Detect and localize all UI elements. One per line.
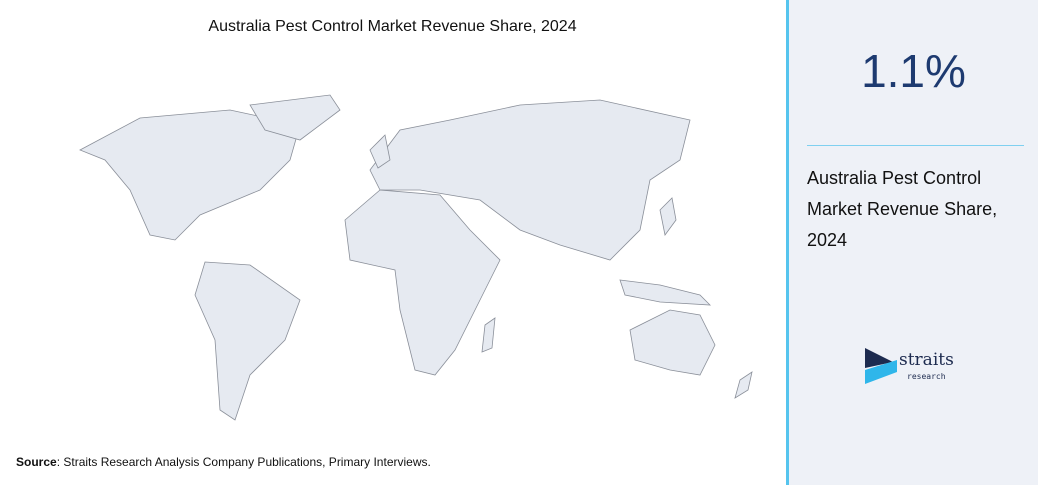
stat-panel: 1.1% Australia Pest Control Market Reven… [786,0,1038,485]
new-zealand [734,371,753,399]
greenland [249,94,341,141]
divider [807,145,1024,146]
logo-tagline: research [907,372,946,381]
australia [629,309,716,376]
source: Source: Straits Research Analysis Compan… [16,455,431,469]
world-map [79,94,753,421]
title: Australia Pest Control Market Revenue Sh… [208,18,577,35]
source-text: : Straits Research Analysis Company Publ… [56,455,431,469]
south-america [194,261,301,421]
uk [369,134,391,169]
logo: straits research [863,346,954,391]
source-label: Source [16,455,57,469]
stat-label: Australia Pest Control Market Revenue Sh… [807,168,998,250]
indonesia [619,279,712,306]
north-america [79,109,301,241]
eurasia [369,99,691,261]
africa [344,189,501,376]
logo-name: straits [899,350,954,370]
madagascar [481,317,496,353]
logo-mark [865,348,897,384]
japan [659,197,677,236]
stat-value: 1.1% [861,45,966,97]
